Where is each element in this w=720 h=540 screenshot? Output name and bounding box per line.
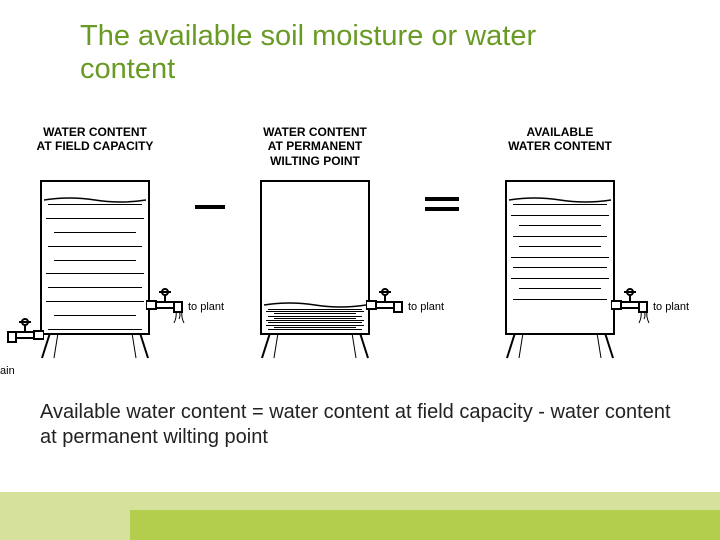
footer-banner-dark: [130, 510, 720, 540]
tap-icon: [4, 317, 44, 357]
tap-label: to plant: [408, 301, 444, 313]
barrel: [505, 180, 615, 335]
minus-operator: [195, 205, 225, 209]
barrel: [260, 180, 370, 335]
panel-label: AVAILABLE WATER CONTENT: [485, 125, 635, 154]
equals-operator: [425, 197, 459, 201]
tap-icon: [146, 287, 186, 327]
diagram-row: WATER CONTENT AT FIELD CAPACITY to plant…: [0, 125, 720, 375]
barrel: [40, 180, 150, 335]
equation-text: Available water content = water content …: [40, 400, 680, 450]
tap-icon: [366, 287, 406, 327]
panel-label: WATER CONTENT AT PERMANENT WILTING POINT: [240, 125, 390, 168]
equals-operator: [425, 207, 459, 211]
page-title: The available soil moisture or water con…: [80, 20, 600, 87]
tap-icon: [611, 287, 651, 327]
tap-label: to drain: [0, 365, 15, 377]
tap-label: to plant: [653, 301, 689, 313]
panel-label: WATER CONTENT AT FIELD CAPACITY: [20, 125, 170, 154]
footer-banner: [0, 492, 720, 540]
tap-label: to plant: [188, 301, 224, 313]
